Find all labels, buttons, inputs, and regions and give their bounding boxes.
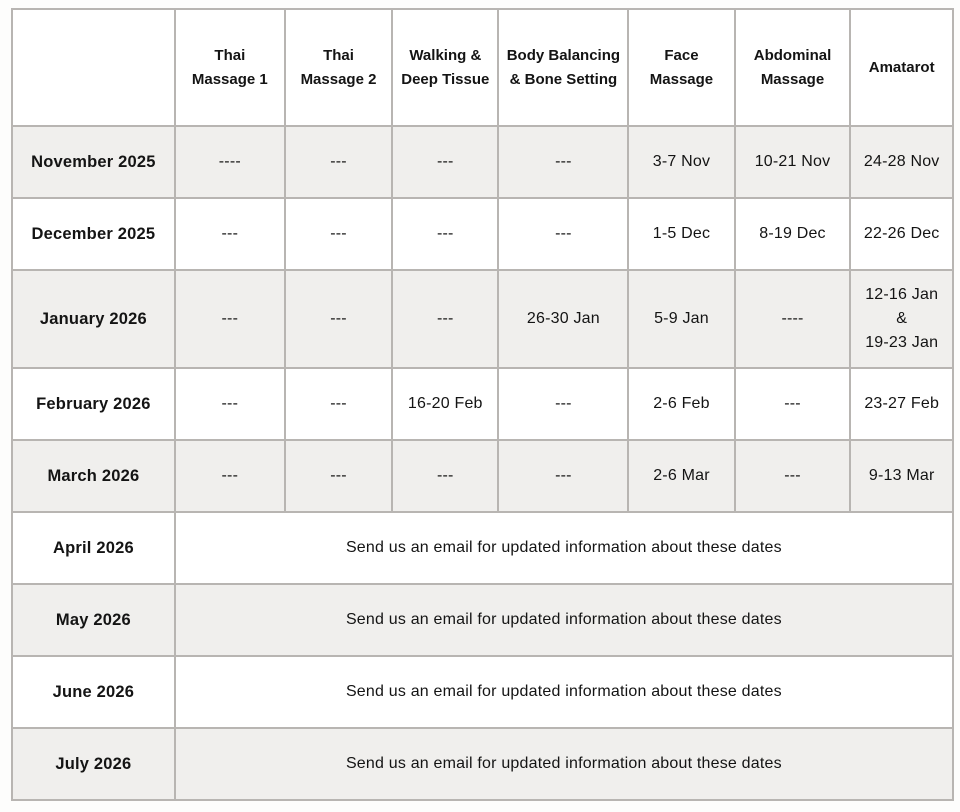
date-cell: 12-16 Jan & 19-23 Jan bbox=[849, 269, 954, 369]
table-row-may-2026: May 2026 Send us an email for updated in… bbox=[11, 583, 955, 657]
date-cell: 23-27 Feb bbox=[849, 367, 954, 441]
month-label: March 2026 bbox=[11, 439, 176, 513]
date-cell: ---- bbox=[173, 125, 286, 199]
table-row-april-2026: April 2026 Send us an email for updated … bbox=[11, 511, 955, 585]
date-cell: 2-6 Mar bbox=[627, 439, 736, 513]
column-header-thai-massage-1: Thai Massage 1 bbox=[173, 8, 286, 127]
date-cell: --- bbox=[283, 197, 394, 271]
email-notice-cell: Send us an email for updated information… bbox=[173, 655, 955, 729]
date-cell: 5-9 Jan bbox=[627, 269, 736, 369]
date-cell: --- bbox=[173, 439, 286, 513]
date-cell: --- bbox=[283, 439, 394, 513]
date-cell: --- bbox=[173, 367, 286, 441]
date-cell: --- bbox=[283, 125, 394, 199]
column-header-walking-deep-tissue: Walking & Deep Tissue bbox=[391, 8, 500, 127]
table-row-december-2025: December 2025 --- --- --- --- 1-5 Dec 8-… bbox=[11, 197, 954, 271]
email-notice-cell: Send us an email for updated information… bbox=[173, 727, 955, 801]
email-notice-cell: Send us an email for updated information… bbox=[173, 511, 955, 585]
date-cell: 2-6 Feb bbox=[627, 367, 736, 441]
table-header-row: Thai Massage 1 Thai Massage 2 Walking & … bbox=[11, 8, 954, 127]
date-cell: 10-21 Nov bbox=[733, 125, 852, 199]
month-label: June 2026 bbox=[11, 655, 176, 729]
date-cell: --- bbox=[497, 197, 630, 271]
month-label: February 2026 bbox=[11, 367, 176, 441]
date-cell: --- bbox=[497, 125, 630, 199]
month-label: January 2026 bbox=[11, 269, 176, 369]
date-cell: --- bbox=[733, 439, 852, 513]
table-row-june-2026: June 2026 Send us an email for updated i… bbox=[11, 655, 955, 729]
date-cell: --- bbox=[497, 367, 630, 441]
date-cell: 9-13 Mar bbox=[849, 439, 954, 513]
course-schedule-table: Thai Massage 1 Thai Massage 2 Walking & … bbox=[11, 8, 955, 801]
date-cell: --- bbox=[391, 125, 500, 199]
date-cell: 3-7 Nov bbox=[627, 125, 736, 199]
date-cell: --- bbox=[391, 439, 500, 513]
date-cell: --- bbox=[173, 197, 286, 271]
date-cell: --- bbox=[173, 269, 286, 369]
date-cell: 24-28 Nov bbox=[849, 125, 954, 199]
column-header-face-massage: Face Massage bbox=[627, 8, 736, 127]
date-cell: 22-26 Dec bbox=[849, 197, 954, 271]
date-cell: --- bbox=[497, 439, 630, 513]
date-cell: 16-20 Feb bbox=[391, 367, 500, 441]
column-header-thai-massage-2: Thai Massage 2 bbox=[283, 8, 394, 127]
table-row-july-2026: July 2026 Send us an email for updated i… bbox=[11, 727, 955, 801]
date-cell: --- bbox=[391, 269, 500, 369]
email-notice-cell: Send us an email for updated information… bbox=[173, 583, 955, 657]
table-row-february-2026: February 2026 --- --- 16-20 Feb --- 2-6 … bbox=[11, 367, 954, 441]
date-cell: 1-5 Dec bbox=[627, 197, 736, 271]
table-row-november-2025: November 2025 ---- --- --- --- 3-7 Nov 1… bbox=[11, 125, 954, 199]
date-cell: --- bbox=[283, 367, 394, 441]
date-cell: --- bbox=[391, 197, 500, 271]
corner-cell bbox=[11, 8, 176, 127]
column-header-abdominal-massage: Abdominal Massage bbox=[733, 8, 852, 127]
date-cell: --- bbox=[733, 367, 852, 441]
month-label: July 2026 bbox=[11, 727, 176, 801]
table-row-january-2026: January 2026 --- --- --- 26-30 Jan 5-9 J… bbox=[11, 269, 954, 369]
column-header-body-balancing-bone-setting: Body Balancing & Bone Setting bbox=[497, 8, 630, 127]
column-header-amatarot: Amatarot bbox=[849, 8, 954, 127]
table-row-march-2026: March 2026 --- --- --- --- 2-6 Mar --- 9… bbox=[11, 439, 954, 513]
date-cell: --- bbox=[283, 269, 394, 369]
date-cell: 26-30 Jan bbox=[497, 269, 630, 369]
month-label: November 2025 bbox=[11, 125, 176, 199]
month-label: December 2025 bbox=[11, 197, 176, 271]
date-cell: 8-19 Dec bbox=[733, 197, 852, 271]
month-label: May 2026 bbox=[11, 583, 176, 657]
date-cell: ---- bbox=[733, 269, 852, 369]
month-label: April 2026 bbox=[11, 511, 176, 585]
